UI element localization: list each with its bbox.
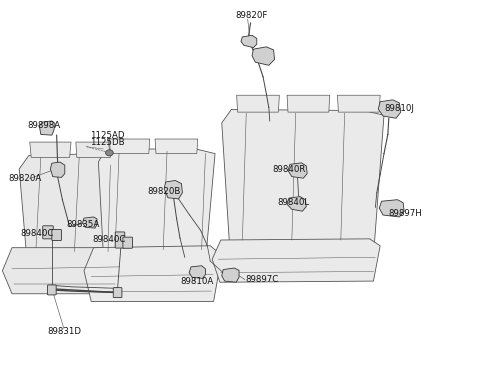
Polygon shape — [379, 200, 404, 217]
Polygon shape — [2, 248, 130, 294]
Polygon shape — [50, 162, 65, 177]
Polygon shape — [155, 139, 198, 154]
Text: 89831D: 89831D — [47, 326, 81, 336]
Text: 89820F: 89820F — [235, 11, 267, 20]
Text: 89820B: 89820B — [148, 187, 181, 196]
Text: 89810J: 89810J — [384, 104, 414, 113]
Text: 89810A: 89810A — [180, 276, 213, 286]
Text: 89898A: 89898A — [28, 121, 61, 131]
FancyBboxPatch shape — [52, 230, 61, 240]
FancyBboxPatch shape — [113, 288, 122, 298]
Polygon shape — [189, 266, 205, 278]
Text: 89897H: 89897H — [389, 209, 422, 218]
Polygon shape — [76, 142, 111, 157]
FancyBboxPatch shape — [48, 285, 56, 295]
Polygon shape — [212, 239, 380, 282]
Text: 1125DB: 1125DB — [90, 138, 125, 147]
Text: 89820A: 89820A — [9, 174, 42, 183]
Polygon shape — [287, 197, 306, 211]
Polygon shape — [19, 154, 120, 253]
Text: 89840C: 89840C — [92, 235, 126, 245]
Polygon shape — [109, 139, 150, 154]
Polygon shape — [237, 95, 279, 112]
Polygon shape — [287, 95, 330, 112]
Polygon shape — [83, 217, 97, 228]
FancyBboxPatch shape — [123, 237, 132, 248]
Polygon shape — [241, 35, 257, 48]
Polygon shape — [222, 109, 384, 244]
Polygon shape — [252, 47, 275, 65]
Text: 89897C: 89897C — [246, 275, 279, 284]
Polygon shape — [39, 121, 55, 135]
Text: 89840L: 89840L — [277, 198, 310, 207]
Polygon shape — [222, 268, 239, 282]
Text: 89835A: 89835A — [66, 220, 99, 229]
Text: 1125AD: 1125AD — [90, 131, 125, 140]
Polygon shape — [164, 180, 182, 199]
FancyBboxPatch shape — [115, 232, 125, 248]
Polygon shape — [30, 142, 71, 157]
FancyBboxPatch shape — [43, 226, 53, 239]
Polygon shape — [337, 95, 380, 112]
Polygon shape — [84, 246, 222, 301]
Circle shape — [106, 150, 113, 156]
Text: 89840C: 89840C — [20, 229, 54, 238]
Polygon shape — [288, 163, 307, 178]
Text: 89840R: 89840R — [273, 165, 306, 174]
Polygon shape — [98, 149, 215, 252]
Polygon shape — [378, 100, 401, 118]
